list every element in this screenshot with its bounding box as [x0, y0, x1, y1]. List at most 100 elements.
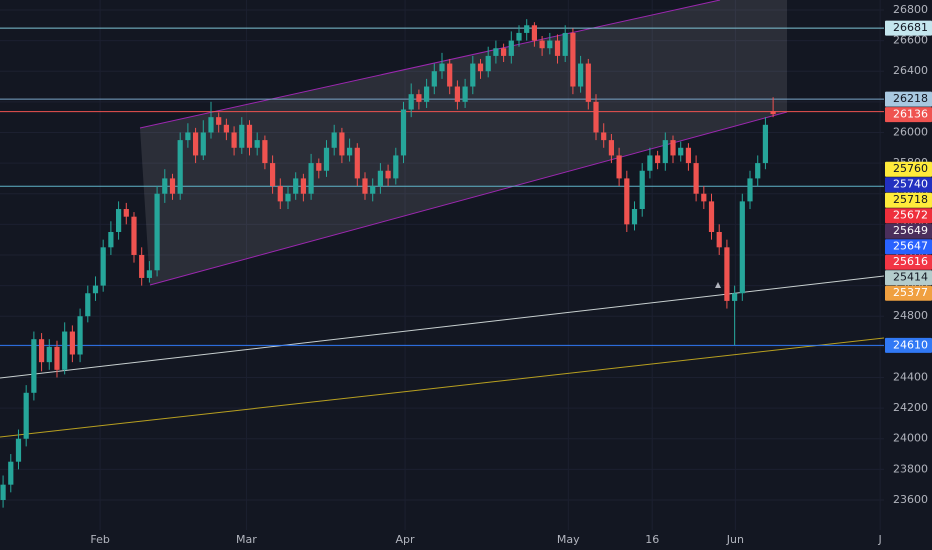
- candle-body: [485, 55, 491, 72]
- candle-body: [501, 48, 507, 56]
- candle-body: [493, 48, 499, 56]
- y-tick-label: 24000: [893, 432, 928, 445]
- candle-body: [647, 155, 653, 171]
- candle-body: [77, 316, 83, 355]
- candle-body: [38, 339, 45, 363]
- candle-body: [200, 132, 206, 156]
- candle-body: [316, 163, 322, 171]
- candle-body: [685, 147, 692, 164]
- candle-body: [370, 186, 376, 194]
- candle-body: [601, 132, 607, 141]
- candle-body: [169, 178, 176, 194]
- price-tag: [885, 192, 932, 208]
- x-tick-label: 16: [645, 533, 659, 546]
- candle-body: [624, 178, 630, 225]
- candle-body: [339, 132, 345, 156]
- candle-body: [608, 140, 615, 156]
- candle-body: [570, 32, 576, 87]
- candle-body: [631, 209, 638, 225]
- candle-body: [562, 32, 568, 56]
- candle-body: [678, 147, 684, 156]
- candle-body: [447, 63, 453, 87]
- candle-body: [154, 193, 160, 271]
- x-tick-label: May: [557, 533, 580, 546]
- candle-body: [755, 163, 761, 179]
- candle-body: [254, 140, 260, 148]
- candle-body: [185, 132, 191, 141]
- candle-body: [69, 331, 75, 355]
- price-tag: [885, 239, 932, 255]
- candle-body: [770, 111, 776, 115]
- candle-body: [131, 216, 137, 255]
- price-tag-label: 24610: [893, 338, 928, 351]
- price-tag-label: 25740: [893, 178, 928, 191]
- price-tag-label: 26136: [893, 108, 928, 121]
- candle-body: [423, 86, 430, 102]
- y-tick-label: 26800: [893, 3, 928, 16]
- candle-body: [362, 178, 368, 194]
- candle-body: [616, 155, 622, 179]
- price-tag: [885, 91, 932, 107]
- price-tag-label: 25414: [893, 271, 928, 284]
- candle-body: [516, 32, 522, 41]
- candle-body: [46, 346, 52, 363]
- price-tag: [885, 208, 932, 224]
- candle-body: [508, 40, 514, 56]
- candle-body: [192, 132, 199, 156]
- y-tick-label: 24200: [893, 401, 928, 414]
- candles: [0, 19, 776, 508]
- candle-body: [762, 124, 769, 164]
- candle-body: [331, 132, 337, 148]
- y-tick-label: 26600: [893, 34, 928, 47]
- y-tick-label: 24400: [893, 370, 928, 383]
- y-tick-label: 24800: [893, 309, 928, 322]
- candle-body: [547, 40, 553, 49]
- candle-body: [308, 163, 314, 194]
- price-tag-label: 25760: [893, 162, 928, 175]
- candle-body: [277, 186, 283, 202]
- price-tag: [885, 270, 932, 286]
- candle-body: [377, 170, 383, 187]
- trendline: [0, 275, 884, 379]
- price-tag-label: 25647: [893, 240, 928, 253]
- price-tags: 26681 26218 26136 25760 25740 25718 25672 25649…: [885, 20, 932, 353]
- candle-body: [531, 25, 538, 41]
- candle-body: [739, 201, 745, 294]
- candle-body: [539, 40, 545, 49]
- price-tag-label: 26681: [893, 21, 928, 34]
- candle-body: [208, 117, 214, 133]
- price-tag-label: 25718: [893, 193, 928, 206]
- candle-body: [23, 392, 29, 439]
- candle-body: [162, 178, 168, 194]
- candle-body: [139, 254, 145, 278]
- drawings: [0, 0, 884, 438]
- candle-body: [554, 40, 561, 56]
- candle-body: [462, 86, 468, 102]
- candle-body: [439, 63, 445, 72]
- candle-body: [693, 163, 699, 194]
- x-tick-label: J: [878, 533, 882, 546]
- marker: [715, 282, 721, 288]
- candle-body: [108, 231, 114, 248]
- price-tag: [885, 107, 932, 123]
- trendline: [0, 337, 884, 438]
- candle-body: [239, 124, 245, 148]
- candle-body: [408, 94, 414, 110]
- channel-fill: [140, 0, 787, 285]
- y-tick-label: 26400: [893, 64, 928, 77]
- price-tag-label: 25672: [893, 209, 928, 222]
- candle-body: [732, 293, 738, 301]
- candle-body: [62, 331, 68, 370]
- x-tick-label: Mar: [236, 533, 257, 546]
- candle-body: [578, 63, 584, 87]
- candle-body: [262, 140, 268, 164]
- candle-body: [416, 94, 422, 102]
- price-tag-label: 25377: [893, 286, 928, 299]
- y-tick-label: 23800: [893, 462, 928, 475]
- price-tag: [885, 177, 932, 193]
- candle-body: [454, 86, 461, 102]
- candle-body: [293, 178, 299, 194]
- candle-body: [524, 25, 530, 33]
- candle-body: [716, 231, 722, 248]
